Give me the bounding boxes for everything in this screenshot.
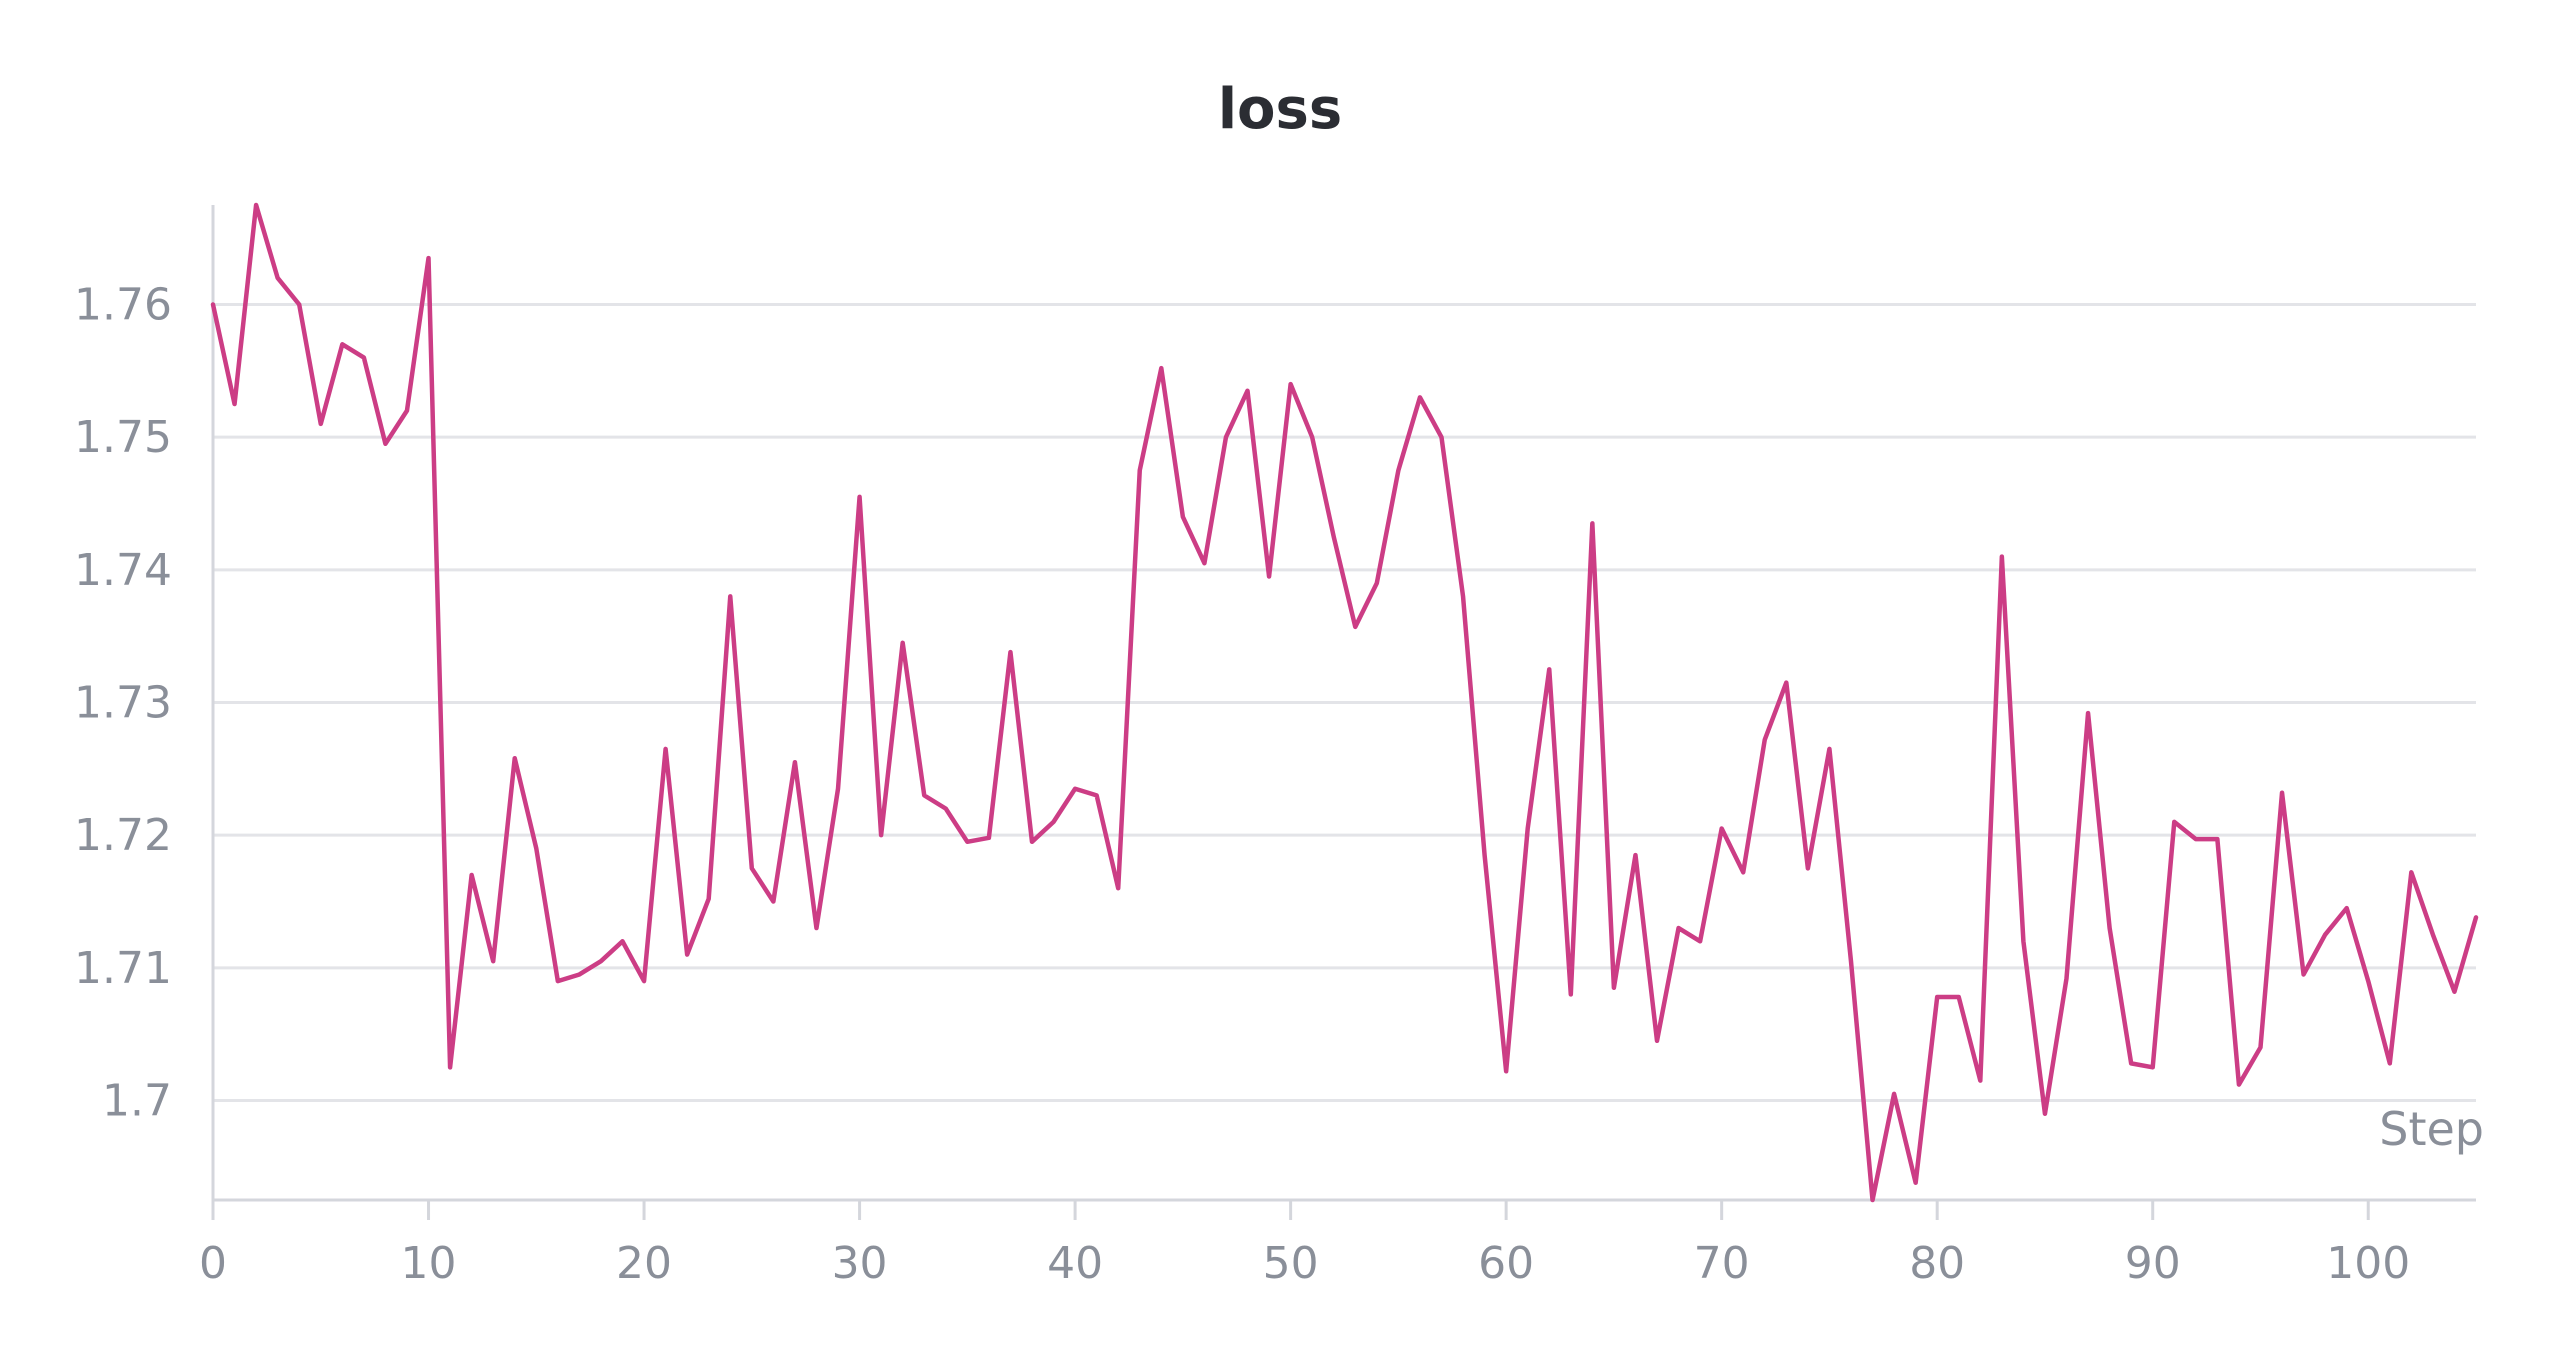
y-tick-label: 1.74	[74, 545, 172, 596]
x-tick-label: 70	[1694, 1238, 1750, 1289]
x-tick-label: 10	[401, 1238, 457, 1289]
x-tick-label: 50	[1263, 1238, 1319, 1289]
x-tick-label: 30	[832, 1238, 888, 1289]
y-tick-label: 1.76	[74, 280, 172, 331]
x-tick-label: 0	[199, 1238, 227, 1289]
x-tick-label: 20	[616, 1238, 672, 1289]
loss-series-line	[210, 202, 2479, 1203]
x-tick-label: 100	[2326, 1238, 2410, 1289]
series	[210, 202, 2479, 1203]
axes	[211, 205, 2476, 1220]
x-tick-label: 60	[1478, 1238, 1534, 1289]
y-tick-label: 1.75	[74, 412, 172, 463]
y-tick-label: 1.71	[74, 943, 172, 994]
y-tick-label: 1.73	[74, 678, 172, 729]
x-tick-label: 80	[1909, 1238, 1965, 1289]
chart-title: loss	[1218, 77, 1342, 142]
x-axis-label: Step	[2379, 1102, 2484, 1156]
y-tick-label: 1.7	[102, 1076, 172, 1127]
x-tick-label: 90	[2125, 1238, 2181, 1289]
x-tick-label: 40	[1047, 1238, 1103, 1289]
gridlines	[213, 303, 2476, 1102]
y-tick-label: 1.72	[74, 810, 172, 861]
tick-labels: 1.7 1.71 1.72 1.73 1.74 1.75 1.76 0 10 20 30 40 50 60…	[74, 280, 2410, 1290]
